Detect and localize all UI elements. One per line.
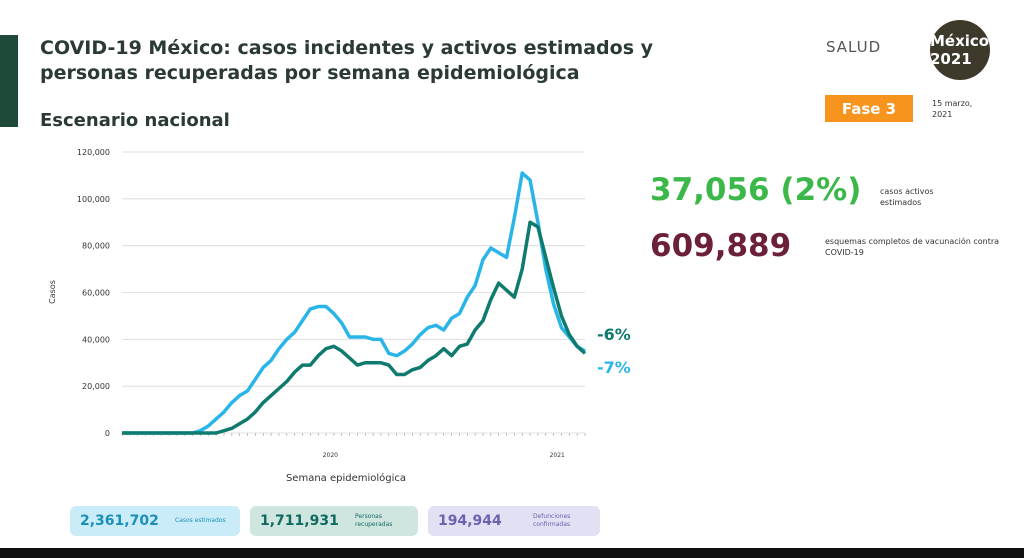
- line-series: [122, 171, 586, 435]
- box-value: 2,361,702: [80, 513, 159, 529]
- y-tick-label: 80,000: [82, 242, 110, 251]
- y-tick-label: 40,000: [82, 335, 110, 344]
- box-label: Defunciones confirmadas: [533, 513, 571, 528]
- date: 15 marzo, 2021: [932, 99, 973, 119]
- x-group-label: 2021: [550, 452, 565, 459]
- stat-label: esquemas completos de vacunación contra …: [825, 237, 1000, 257]
- accent-bar: [0, 35, 18, 127]
- y-tick-label: 20,000: [82, 382, 110, 391]
- slide-title: COVID-19 México: casos incidentes y acti…: [40, 37, 654, 84]
- box-label: Personas recuperadas: [355, 513, 393, 528]
- stat-label: casos activos estimados: [880, 187, 934, 207]
- y-tick-label: 60,000: [82, 289, 110, 298]
- summary-box: 1,711,931 Personas recuperadas: [250, 506, 418, 536]
- x-axis-label: Semana epidemiológica: [286, 472, 406, 484]
- y-axis-label: Casos: [48, 280, 57, 304]
- stat-value: 37,056 (2%): [650, 172, 862, 208]
- subtitle: Escenario nacional: [40, 110, 230, 131]
- y-tick-label: 100,000: [77, 195, 110, 204]
- end-label: -6%: [597, 325, 631, 344]
- stat-value: 609,889: [650, 228, 792, 264]
- box-value: 194,944: [438, 513, 502, 529]
- end-label: -7%: [597, 358, 631, 377]
- bottom-strip: [0, 548, 1024, 558]
- chart: Casos Semana epidemiológica 0 20,000 40,00…: [48, 148, 631, 484]
- x-group-label: 2020: [323, 452, 338, 459]
- box-label: Casos estimados: [175, 517, 226, 524]
- agency: SALUD: [826, 38, 882, 56]
- line-series: [122, 220, 587, 435]
- logo: México 2021: [930, 20, 990, 80]
- summary-box: 194,944 Defunciones confirmadas: [428, 506, 600, 536]
- summary-box: 2,361,702 Casos estimados: [70, 506, 240, 536]
- y-tick-label: 0: [105, 429, 110, 438]
- phase-badge: Fase 3: [825, 95, 913, 122]
- y-tick-label: 120,000: [77, 148, 110, 157]
- box-value: 1,711,931: [260, 513, 339, 529]
